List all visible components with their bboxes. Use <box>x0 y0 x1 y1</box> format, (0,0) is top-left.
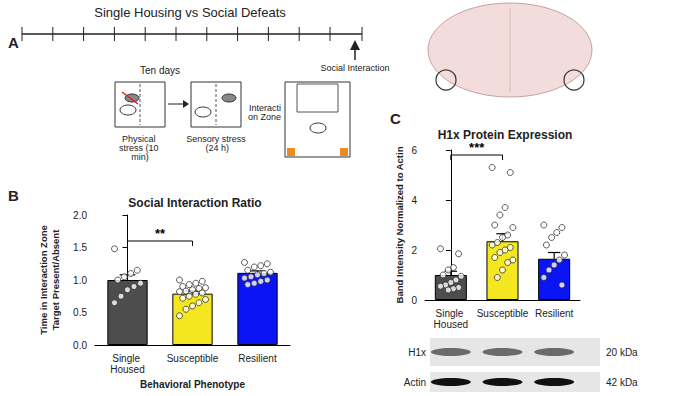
svg-text:Resilient: Resilient <box>535 308 574 319</box>
svg-text:H1x: H1x <box>408 347 426 358</box>
svg-text:Single Housing vs Social Defea: Single Housing vs Social Defeats <box>94 5 286 20</box>
svg-text:***: *** <box>469 140 485 155</box>
svg-text:0.0: 0.0 <box>73 340 87 351</box>
svg-text:Single: Single <box>436 308 467 319</box>
svg-text:C: C <box>390 110 401 127</box>
svg-text:A: A <box>8 34 19 51</box>
svg-text:H1x Protein Expression: H1x Protein Expression <box>438 128 573 142</box>
svg-text:20 kDa: 20 kDa <box>606 347 638 358</box>
svg-text:Housed: Housed <box>434 319 468 330</box>
svg-text:Ten days: Ten days <box>140 65 180 76</box>
svg-text:Sensory stress: Sensory stress <box>186 133 246 144</box>
svg-text:**: ** <box>155 226 166 241</box>
svg-text:(24 h): (24 h) <box>203 143 229 153</box>
svg-text:0.5: 0.5 <box>73 307 87 318</box>
svg-text:Band Intensity Normalized to A: Band Intensity Normalized to Actin <box>394 146 405 303</box>
svg-text:Target Present/Absent: Target Present/Absent <box>50 229 61 330</box>
svg-text:on Zone: on Zone <box>248 112 281 122</box>
svg-text:42 kDa: 42 kDa <box>606 377 638 388</box>
svg-text:1.5: 1.5 <box>73 242 87 253</box>
svg-text:Actin: Actin <box>404 377 426 388</box>
svg-text:Interacti: Interacti <box>249 102 281 113</box>
svg-text:min): min) <box>131 152 149 162</box>
svg-text:B: B <box>8 187 19 204</box>
svg-text:stress (10: stress (10 <box>119 142 161 153</box>
svg-text:0: 0 <box>411 295 417 306</box>
svg-text:Resilient: Resilient <box>238 353 277 364</box>
svg-text:Social Interaction Ratio: Social Interaction Ratio <box>128 196 261 210</box>
svg-text:Single: Single <box>112 353 143 364</box>
svg-text:2.0: 2.0 <box>73 210 87 221</box>
svg-text:6: 6 <box>411 145 417 156</box>
svg-text:Time in Interaction Zone: Time in Interaction Zone <box>38 225 49 335</box>
svg-text:Social Interaction: Social Interaction <box>320 63 389 73</box>
svg-text:1.0: 1.0 <box>73 275 87 286</box>
svg-text:4: 4 <box>411 195 417 206</box>
svg-text:Susceptible: Susceptible <box>167 353 219 364</box>
svg-text:2: 2 <box>411 245 417 256</box>
svg-text:Physical: Physical <box>122 133 158 144</box>
svg-text:Susceptible: Susceptible <box>477 308 529 319</box>
svg-text:Behavioral Phenotype: Behavioral Phenotype <box>140 379 245 390</box>
svg-text:Housed: Housed <box>110 364 144 375</box>
